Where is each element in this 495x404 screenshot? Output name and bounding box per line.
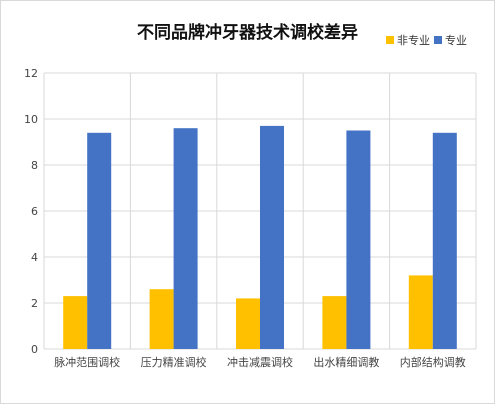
- bar-pro-4: [432, 132, 457, 349]
- legend-label-nonpro: 非专业: [397, 34, 430, 47]
- bar-pro-3: [346, 130, 371, 349]
- x-tick-label-0: 脉冲范围调校: [54, 355, 120, 369]
- bar-pro-2: [260, 125, 284, 350]
- legend: 非专业 专业: [386, 32, 471, 48]
- chart-title: 不同品牌冲牙器技术调校差异: [137, 23, 358, 43]
- bar-nonpro-3: [322, 296, 347, 349]
- y-tick-label-2: 4: [31, 251, 38, 264]
- y-tick-label-6: 12: [24, 67, 38, 80]
- legend-swatch-pro: [434, 36, 442, 44]
- x-tick-label-2: 冲击减震调校: [227, 355, 293, 369]
- x-tick-label-4: 内部结构调教: [400, 355, 466, 369]
- legend-entry-pro: 专业: [434, 32, 467, 48]
- y-tick-label-4: 8: [31, 159, 38, 172]
- y-tick-label-3: 6: [31, 205, 38, 218]
- legend-entry-nonpro: 非专业: [386, 32, 430, 48]
- bar-nonpro-1: [149, 289, 174, 349]
- y-tick-label-5: 10: [24, 113, 38, 126]
- bar-pro-0: [87, 132, 112, 349]
- legend-swatch-nonpro: [386, 36, 394, 44]
- bar-nonpro-0: [63, 296, 88, 349]
- bar-pro-1: [173, 128, 198, 349]
- y-tick-label-0: 0: [31, 343, 38, 356]
- bar-nonpro-2: [236, 298, 260, 349]
- bar-nonpro-4: [408, 275, 433, 349]
- legend-label-pro: 专业: [445, 34, 467, 47]
- x-tick-label-3: 出水精细调教: [313, 355, 379, 369]
- y-tick-label-1: 2: [31, 297, 38, 310]
- x-tick-label-1: 压力精准调校: [141, 355, 207, 369]
